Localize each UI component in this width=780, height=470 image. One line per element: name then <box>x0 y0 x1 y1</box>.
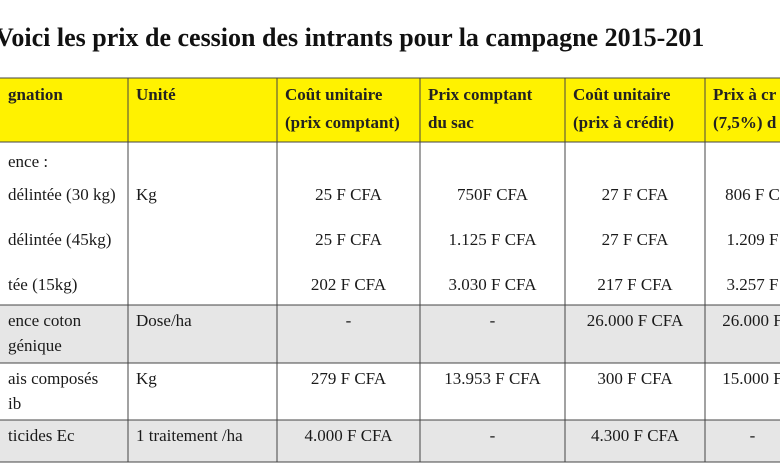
table-cell: 279 F CFA <box>311 369 387 388</box>
row-background <box>0 305 780 363</box>
header-cell: gnation <box>8 85 63 104</box>
table-cell: 27 F CFA <box>602 185 669 204</box>
title: Voici les prix de cession des intrants p… <box>0 23 704 52</box>
table-cell: - <box>346 311 352 330</box>
table-cell: Dose/ha <box>136 311 192 330</box>
table-cell: 3.030 F CFA <box>448 275 537 294</box>
table-cell: 27 F CFA <box>602 230 669 249</box>
table-cell: - <box>750 426 756 445</box>
header-cell: Prix à cr <box>713 85 777 104</box>
row-background <box>0 142 780 305</box>
table-cell: 15.000 F <box>722 369 780 388</box>
table-cell: 750F CFA <box>457 185 529 204</box>
table-cell: 25 F CFA <box>315 185 382 204</box>
table-cell: 300 F CFA <box>597 369 673 388</box>
table-cell: 1.209 F <box>727 230 779 249</box>
table-cell: 26.000 F <box>722 311 780 330</box>
table-cell: ticides Ec <box>8 426 75 445</box>
header-cell: Prix comptant <box>428 85 533 104</box>
row-background <box>0 78 780 142</box>
header-cell: Unité <box>136 85 176 104</box>
table-cell: 3.257 F <box>727 275 779 294</box>
row-background <box>0 363 780 420</box>
table-cell: délintée (30 kg) <box>8 185 116 204</box>
header-cell: (prix comptant) <box>285 113 400 132</box>
header-cell: (prix à crédit) <box>573 113 674 132</box>
table-cell: ais composés <box>8 369 98 388</box>
table-cell: 4.300 F CFA <box>591 426 680 445</box>
table-cell: 806 F C <box>725 185 780 204</box>
row-background <box>0 420 780 462</box>
table-cell: génique <box>8 336 62 355</box>
table-cell: Kg <box>136 369 157 388</box>
table-cell: - <box>490 426 496 445</box>
table-cell: ence coton <box>8 311 82 330</box>
table-cell: 1 traitement /ha <box>136 426 243 445</box>
table-cell: tée (15kg) <box>8 275 77 294</box>
table-cell: ence : <box>8 152 48 171</box>
header-cell: (7,5%) d <box>713 113 777 132</box>
table-cell: - <box>490 311 496 330</box>
table-cell: 1.125 F CFA <box>448 230 537 249</box>
table-cell: ib <box>8 394 21 413</box>
table-cell: 13.953 F CFA <box>444 369 541 388</box>
table-cell: 25 F CFA <box>315 230 382 249</box>
table-cell: délintée (45kg) <box>8 230 111 249</box>
header-cell: Coût unitaire <box>285 85 383 104</box>
table-cell: 4.000 F CFA <box>304 426 393 445</box>
header-cell: Coût unitaire <box>573 85 671 104</box>
header-cell: du sac <box>428 113 474 132</box>
table-cell: 217 F CFA <box>597 275 673 294</box>
table-cell: Kg <box>136 185 157 204</box>
table-cell: 202 F CFA <box>311 275 387 294</box>
table-cell: 26.000 F CFA <box>587 311 684 330</box>
